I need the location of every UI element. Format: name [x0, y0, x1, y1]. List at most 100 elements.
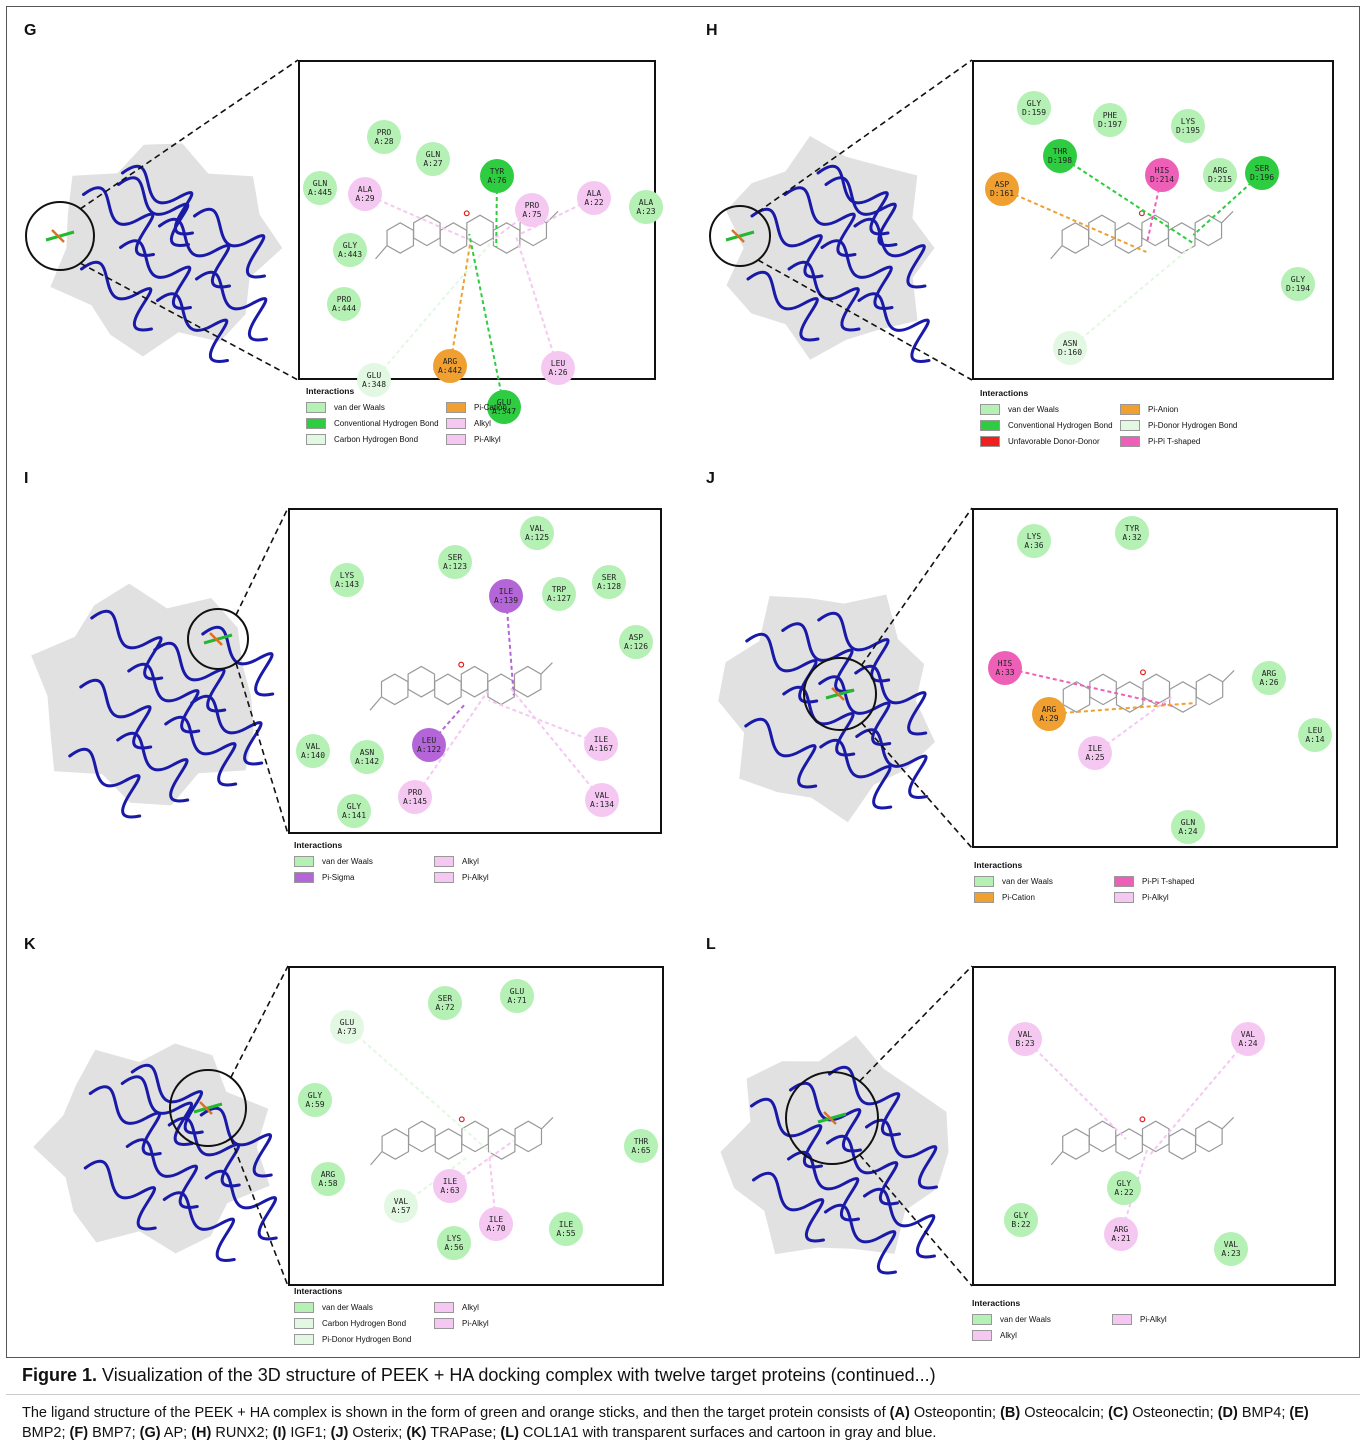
residue-name: ILE [498, 587, 514, 596]
interaction-diagram: SER A:72 GLU A:71 GLU A:73 GLY A:59 THR A:65 ARG A:… [288, 966, 664, 1286]
caption-panel-ref: (A) [889, 1405, 910, 1421]
residue-name: TRP [551, 585, 567, 594]
residue-lys-a-143: LYS A:143 [330, 563, 364, 597]
legend-swatch [1112, 1314, 1132, 1325]
panel-i: I VAL A:125 SER A:123 LYS A:143 ILE A:139 TRP A:12… [8, 456, 678, 896]
residue-name: LYS [446, 1234, 462, 1243]
protein-strand [818, 675, 892, 746]
residue-asn-d-160: ASN D:160 [1053, 331, 1087, 365]
residue-ser-d-196: SER D:196 [1245, 156, 1279, 190]
residue-thr-a-65: THR A:65 [624, 1129, 658, 1163]
legend-label: Pi-Pi T-shaped [1148, 437, 1201, 446]
protein-strand [857, 292, 931, 363]
ligand-2d [1051, 669, 1235, 719]
residue-chain: A:141 [341, 811, 367, 820]
residue-val-a-24: VAL A:24 [1231, 1022, 1265, 1056]
residue-name: HIS [997, 659, 1013, 668]
protein-strand [752, 1171, 825, 1243]
legend-item: Pi-Alkyl [434, 872, 564, 883]
protein-strand [195, 270, 268, 342]
protein-strand [863, 1187, 936, 1259]
residue-chain: A:70 [486, 1224, 506, 1233]
ligand-ring [1141, 214, 1169, 247]
residue-name: TYR [489, 167, 505, 176]
binding-site-circle [169, 1069, 247, 1147]
zoom-line-bottom [230, 1138, 289, 1287]
ligand-ring [460, 665, 489, 698]
residue-ile-a-25: ILE A:25 [1078, 736, 1112, 770]
protein-strand [744, 717, 818, 789]
residue-name: LEU [1307, 726, 1323, 735]
residue-name: ARG [442, 357, 458, 366]
ligand-ring [513, 665, 542, 698]
protein-strand [117, 176, 190, 247]
legend-item: Pi-Donor Hydrogen Bond [1120, 420, 1250, 431]
ligand-bond [1221, 210, 1234, 224]
residue-gln-a-445: GLN A:445 [303, 171, 337, 205]
protein-cartoon [744, 611, 929, 810]
caption-text: The ligand structure of the PEEK + HA co… [22, 1405, 890, 1421]
legend-swatch [446, 418, 466, 429]
protein-strand [855, 728, 929, 799]
protein-strand [199, 1106, 273, 1178]
residue-chain: B:22 [1011, 1220, 1031, 1229]
legend-swatch [1114, 892, 1134, 903]
zoom-line-bottom [757, 259, 973, 381]
legend-item: Conventional Hydrogen Bond [306, 418, 446, 429]
residue-chain: A:71 [507, 996, 527, 1005]
residue-name: GLU [366, 371, 382, 380]
legend-grid: van der Waals Pi-Anion Conventional Hydrog… [980, 404, 1250, 447]
residue-chain: D:194 [1285, 284, 1311, 293]
legend-item: Conventional Hydrogen Bond [980, 420, 1120, 431]
caption-body: The ligand structure of the PEEK + HA co… [22, 1403, 1344, 1443]
interaction-diagram: VAL B:23 VAL A:24 GLY A:22 GLY B:22 ARG A:21 VAL A:… [972, 966, 1336, 1286]
ligand-ring [434, 673, 462, 706]
legend-item: Pi-Sigma [294, 872, 434, 883]
caption-text: Osterix; [348, 1425, 407, 1441]
zoom-line-top [860, 507, 973, 666]
protein-cartoon [68, 609, 275, 819]
ligand-ring [1167, 222, 1196, 254]
panel-k: K SER A:72 GLU A:71 GLU A:73 GLY A:59 THR A:65 ARG A… [8, 922, 678, 1362]
residue-name: PHE [1102, 111, 1118, 120]
ligand-ring [1088, 214, 1116, 247]
panel-label: J [706, 470, 715, 487]
legend-item: van der Waals [294, 1302, 434, 1313]
legend-item: Alkyl [434, 1302, 564, 1313]
legend-label: Alkyl [1000, 1331, 1017, 1340]
legend-label: Pi-Cation [1002, 893, 1035, 902]
legend-swatch [980, 436, 1000, 447]
residue-his-a-33: HIS A:33 [988, 651, 1022, 685]
interaction-line [488, 699, 602, 745]
residue-chain: D:198 [1047, 156, 1073, 165]
ligand-stick [731, 229, 745, 243]
residue-name: GLN [1180, 818, 1196, 827]
caption-title: Figure 1. Visualization of the 3D struct… [22, 1365, 1344, 1386]
residue-chain: A:140 [300, 751, 326, 760]
panel-label: L [706, 936, 716, 953]
caption-panel-ref: (F) [69, 1425, 89, 1441]
ligand-stick [51, 229, 65, 243]
legend-item: Pi-Alkyl [1112, 1314, 1242, 1325]
interaction-line [1001, 188, 1147, 253]
ligand-ring [1089, 673, 1117, 706]
legend-label: Pi-Donor Hydrogen Bond [322, 1335, 412, 1344]
protein-strand [156, 292, 229, 363]
ligand-2d [369, 661, 553, 711]
residue-gly-d-194: GLY D:194 [1281, 267, 1315, 301]
legend-label: Pi-Alkyl [1140, 1315, 1167, 1324]
residue-chain: A:22 [1114, 1188, 1134, 1197]
caption-text: RUNX2; [211, 1425, 273, 1441]
residue-chain: A:63 [440, 1186, 460, 1195]
residue-name: ILE [488, 1215, 504, 1224]
legend-label: Unfavorable Donor-Donor [1008, 437, 1100, 446]
residue-chain: A:123 [442, 562, 468, 571]
residue-chain: A:72 [435, 1003, 455, 1012]
residue-chain: A:55 [556, 1229, 576, 1238]
protein-strand [119, 239, 192, 310]
protein-strand [745, 632, 819, 704]
protein-strand [820, 239, 894, 310]
residue-chain: A:139 [493, 596, 519, 605]
figure-frame [6, 6, 1360, 1358]
protein-cartoon [746, 164, 931, 363]
